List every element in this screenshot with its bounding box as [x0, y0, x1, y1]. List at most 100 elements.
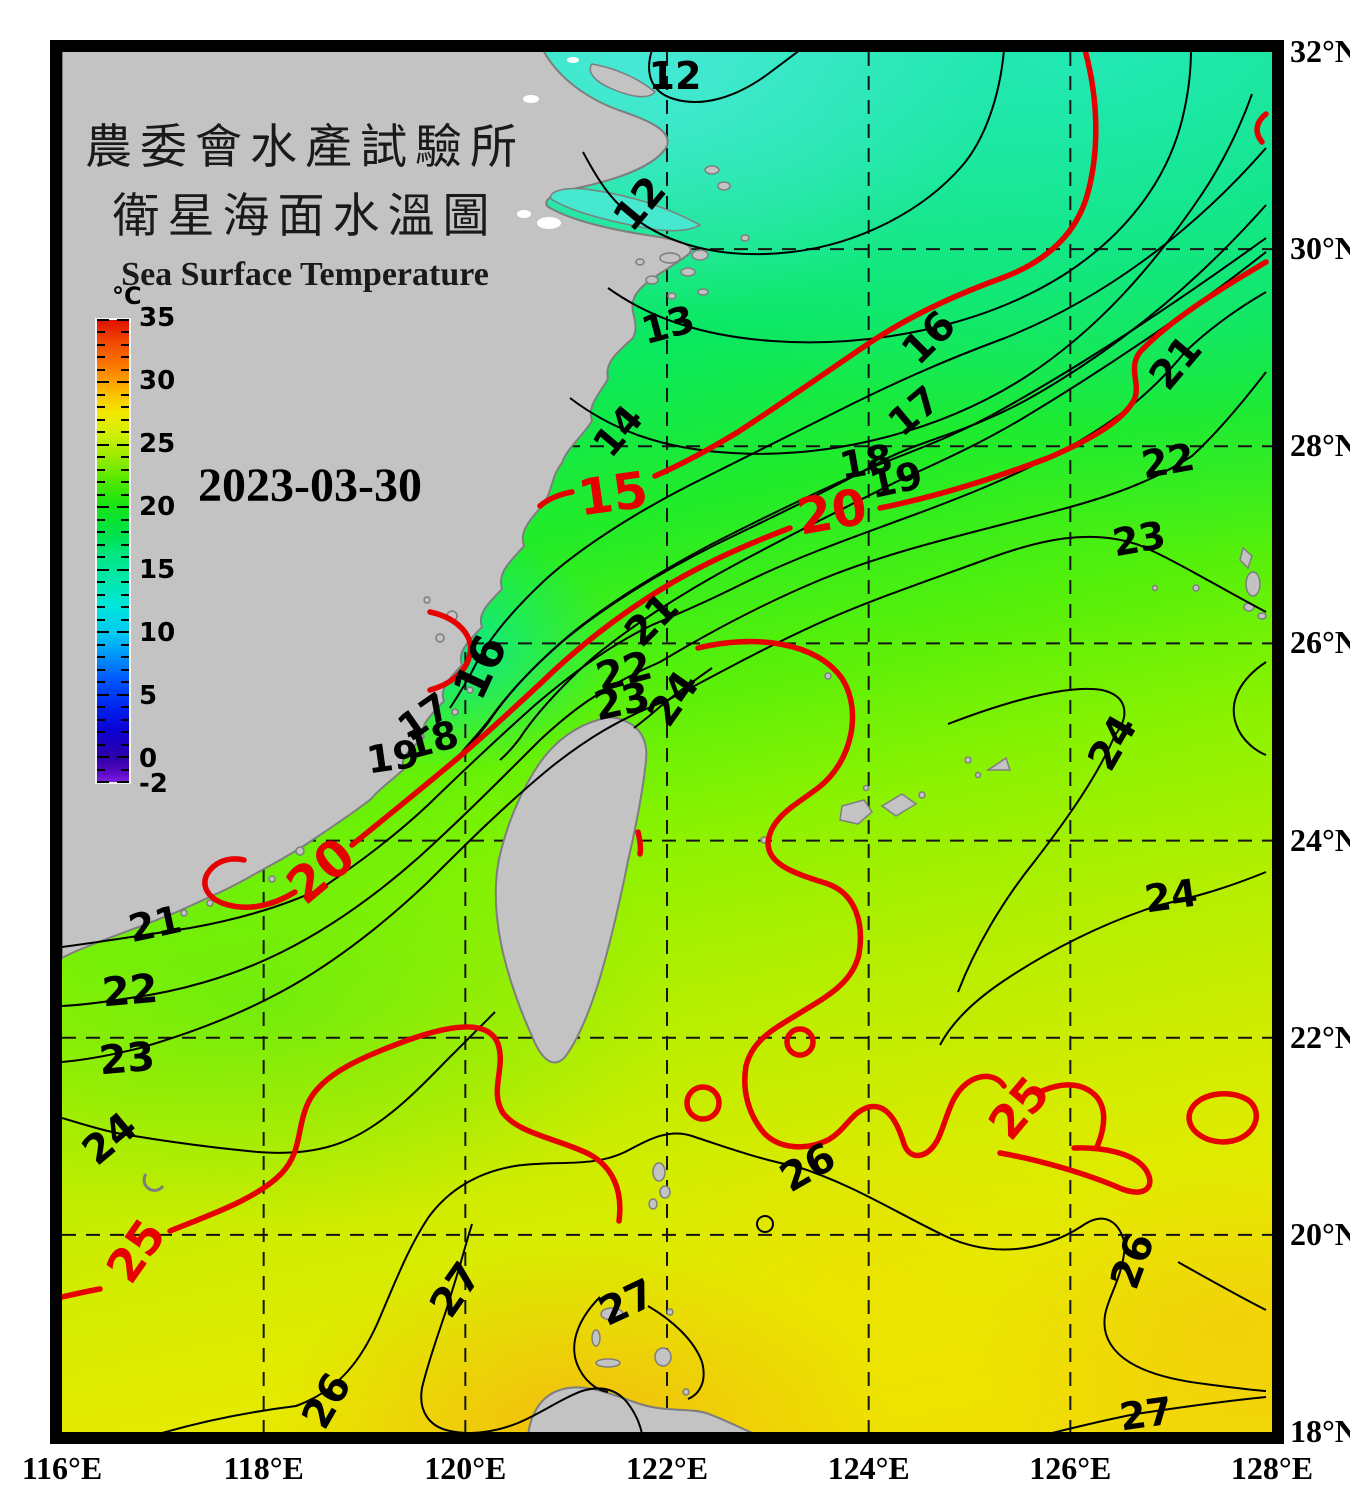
colorbar-tick--1 — [121, 768, 129, 771]
contour-label-16-13: 16 — [442, 626, 518, 708]
colorbar-tick-6 — [97, 681, 105, 684]
colorbar-tick-15 — [117, 568, 129, 571]
colorbar-tick-0 — [117, 756, 129, 759]
colorbar-tick-16 — [97, 556, 105, 559]
colorbar-label-5: 5 — [139, 680, 158, 711]
title-zh-line1: 農委會水產試驗所 — [85, 122, 525, 174]
colorbar-tick-3 — [121, 718, 129, 721]
colorbar-tick-31 — [97, 368, 105, 371]
contour-label-20-21: 20 — [275, 826, 367, 916]
contour-label-22-11: 22 — [1138, 434, 1198, 488]
contour-label-23-24: 23 — [97, 1033, 157, 1085]
colorbar-tick-12 — [97, 606, 105, 609]
colorbar-tick-9 — [121, 643, 129, 646]
colorbar-tick-27 — [97, 418, 105, 421]
colorbar-tick-8 — [121, 656, 129, 659]
colorbar-tick-13 — [97, 593, 105, 596]
colorbar-tick-30 — [97, 381, 109, 384]
colorbar-tick-14 — [121, 581, 129, 584]
lat-label-24n: 24°N — [1290, 821, 1350, 858]
contour-label-19-16: 19 — [363, 731, 423, 783]
colorbar-tick-20 — [117, 506, 129, 509]
colorbar-tick-19 — [97, 518, 105, 521]
colorbar-label-0: 0 — [139, 743, 158, 774]
colorbar-tick-11 — [97, 618, 105, 621]
colorbar-label-30: 30 — [139, 365, 176, 396]
colorbar-tick-4 — [121, 706, 129, 709]
contour-label-16-5: 16 — [893, 302, 965, 374]
colorbar-tick-5 — [117, 693, 129, 696]
colorbar-tick-18 — [97, 531, 105, 534]
colorbar-tick-23 — [121, 468, 129, 471]
lon-label-128e: 128°E — [1230, 1450, 1314, 1486]
contour-label-24-27: 24 — [1141, 870, 1201, 922]
colorbar-tick-23 — [97, 468, 105, 471]
colorbar-tick-7 — [121, 668, 129, 671]
contour-label-27-34: 27 — [592, 1270, 662, 1336]
colorbar-tick-32 — [121, 356, 129, 359]
contour-label-12-0: 12 — [648, 54, 702, 98]
colorbar-tick-22 — [97, 481, 105, 484]
contour-label-12-1: 12 — [604, 167, 676, 241]
colorbar-label-15: 15 — [139, 554, 176, 585]
colorbar-tick--1 — [97, 768, 105, 771]
colorbar-tick-2 — [121, 731, 129, 734]
colorbar-tick-27 — [121, 418, 129, 421]
colorbar-tick-21 — [97, 493, 105, 496]
colorbar-tick-35 — [97, 319, 109, 321]
colorbar-label-10: 10 — [139, 617, 176, 648]
contour-label-21-10: 21 — [1140, 326, 1212, 400]
contour-label-15-4: 15 — [574, 460, 652, 528]
contour-label-24-26: 24 — [1079, 707, 1147, 779]
contour-label-17-6: 17 — [879, 377, 949, 445]
contour-label-25-29: 25 — [95, 1209, 177, 1293]
lon-label-120e: 120°E — [424, 1450, 507, 1486]
contour-label-19-8: 19 — [865, 452, 927, 508]
colorbar-tick--2 — [97, 781, 109, 783]
colorbar-tick-8 — [97, 656, 105, 659]
colorbar-label--2: -2 — [139, 769, 168, 799]
colorbar-tick-24 — [97, 456, 105, 459]
contour-label-22-23: 22 — [100, 965, 160, 1017]
colorbar-tick-20 — [97, 506, 109, 509]
colorbar-tick--2 — [117, 781, 129, 783]
colorbar-tick-29 — [121, 393, 129, 396]
contour-label-24-25: 24 — [73, 1103, 147, 1175]
colorbar-tick-12 — [121, 606, 129, 609]
colorbar-tick-10 — [97, 631, 109, 634]
contour-label-23-12: 23 — [1109, 512, 1169, 566]
colorbar-label-25: 25 — [139, 428, 176, 459]
lat-label-22n: 22°N — [1290, 1018, 1350, 1055]
colorbar-tick-30 — [117, 381, 129, 384]
contour-label-13-2: 13 — [636, 296, 700, 354]
colorbar-tick-labels: 35 30 25 20 15 10 5 0 -2 — [139, 305, 199, 797]
colorbar-tick-9 — [97, 643, 105, 646]
colorbar-tick-19 — [121, 518, 129, 521]
colorbar-tick-18 — [121, 531, 129, 534]
colorbar-tick-35 — [117, 319, 129, 321]
lat-label-18n: 18°N — [1290, 1413, 1350, 1449]
contour-label-26-31: 26 — [1101, 1226, 1165, 1296]
colorbar-tick-34 — [97, 331, 105, 334]
contour-label-21-17: 21 — [616, 584, 688, 656]
contour-label-26-30: 26 — [772, 1134, 844, 1202]
colorbar-tick-31 — [121, 368, 129, 371]
colorbar-tick-11 — [121, 618, 129, 621]
colorbar-tick-33 — [121, 343, 129, 346]
colorbar-tick-22 — [121, 481, 129, 484]
lon-label-126e: 126°E — [1029, 1450, 1112, 1486]
contour-label-20-9: 20 — [792, 477, 872, 547]
colorbar-tick-7 — [97, 668, 105, 671]
contour-label-25-28: 25 — [977, 1066, 1061, 1150]
lat-label-28n: 28°N — [1290, 427, 1350, 464]
contour-label-26-32: 26 — [293, 1365, 361, 1432]
title-zh-line2: 衛星海面水溫圖 — [112, 191, 498, 243]
colorbar-tick-14 — [97, 581, 105, 584]
lat-label-26n: 26°N — [1290, 624, 1350, 661]
contour-label-14-3: 14 — [584, 396, 652, 466]
colorbar-tick-25 — [97, 443, 109, 446]
colorbar-tick-26 — [121, 431, 129, 434]
colorbar-tick-28 — [121, 406, 129, 409]
lat-label-30n: 30°N — [1290, 230, 1350, 267]
